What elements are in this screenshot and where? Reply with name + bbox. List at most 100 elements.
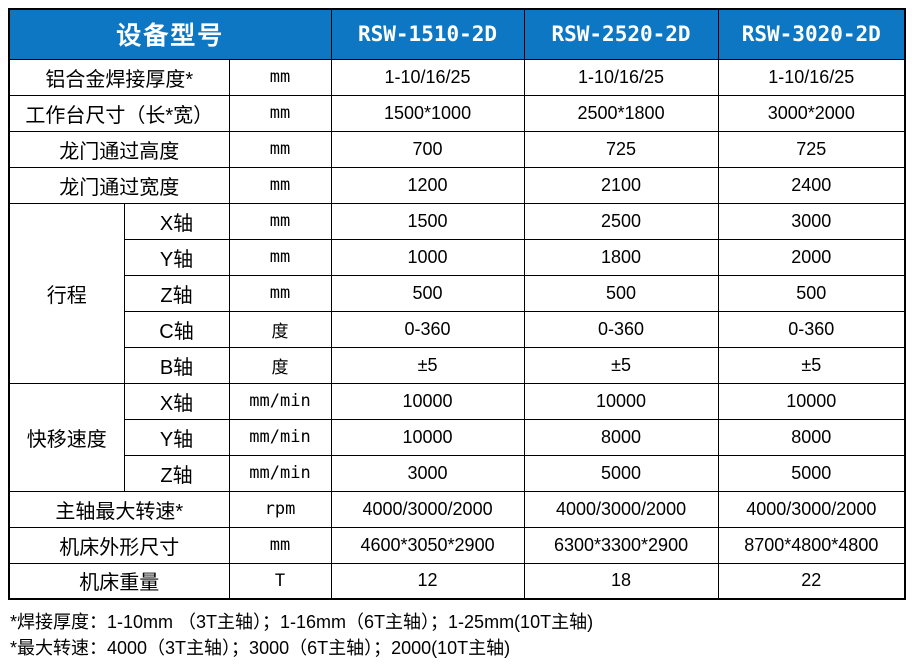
row-unit: mm/min xyxy=(228,418,332,456)
table-row-rapid-y: Y轴 mm/min 10000 8000 8000 xyxy=(9,418,906,456)
cell-value: 0-360 xyxy=(330,310,525,348)
cell-value: 2500*1800 xyxy=(523,94,719,132)
cell-value: 3000 xyxy=(717,202,906,240)
table-row-gantry-height: 龙门通过高度 mm 700 725 725 xyxy=(8,130,906,168)
table-row-machine-weight: 机床重量 T 12 18 22 xyxy=(8,562,906,600)
cell-value: 6300*3300*2900 xyxy=(523,526,719,564)
table-row-worktable-size: 工作台尺寸（长*宽） mm 1500*1000 2500*1800 3000*2… xyxy=(8,94,906,132)
cell-value: 1800 xyxy=(523,238,719,276)
cell-value: 5000 xyxy=(523,454,719,492)
cell-value: 10000 xyxy=(330,418,525,456)
cell-value: ±5 xyxy=(717,346,906,384)
cell-value: 1500 xyxy=(330,202,525,240)
table-row-machine-dimensions: 机床外形尺寸 mm 4600*3050*2900 6300*3300*2900 … xyxy=(8,526,906,564)
cell-value: 5000 xyxy=(717,454,906,492)
row-unit: mm xyxy=(228,166,332,204)
row-unit: mm xyxy=(228,274,332,312)
row-label: 龙门通过高度 xyxy=(8,130,230,168)
axis-label: C轴 xyxy=(123,310,230,348)
cell-value: 725 xyxy=(523,130,719,168)
cell-value: 8700*4800*4800 xyxy=(717,526,906,564)
row-unit: mm xyxy=(228,238,332,276)
cell-value: 725 xyxy=(717,130,906,168)
cell-value: ±5 xyxy=(523,346,719,384)
footnotes: *焊接厚度：1-10mm （3T主轴）；1-16mm（6T主轴）；1-25mm(… xyxy=(10,609,912,661)
cell-value: 500 xyxy=(717,274,906,312)
model-column-header-3: RSW-3020-2D xyxy=(717,8,906,60)
footnote-weld-thickness: *焊接厚度：1-10mm （3T主轴）；1-16mm（6T主轴）；1-25mm(… xyxy=(10,612,594,632)
spec-table: 设备型号 RSW-1510-2D RSW-2520-2D RSW-3020-2D… xyxy=(8,8,907,600)
cell-value: 1-10/16/25 xyxy=(523,58,719,96)
cell-value: 1-10/16/25 xyxy=(717,58,906,96)
footnote-max-speed: *最大转速：4000（3T主轴）；3000（6T主轴）；2000(10T主轴) xyxy=(10,638,511,658)
row-unit: 度 xyxy=(228,346,332,384)
cell-value: 0-360 xyxy=(523,310,719,348)
row-unit: mm xyxy=(228,94,332,132)
axis-label: Z轴 xyxy=(123,454,230,492)
table-row-travel-y: Y轴 mm 1000 1800 2000 xyxy=(9,238,906,276)
cell-value: 1200 xyxy=(330,166,525,204)
table-row-gantry-width: 龙门通过宽度 mm 1200 2100 2400 xyxy=(8,166,906,204)
cell-value: 500 xyxy=(330,274,525,312)
cell-value: 8000 xyxy=(717,418,906,456)
row-unit: mm xyxy=(228,526,332,564)
axis-label: X轴 xyxy=(123,382,230,420)
cell-value: ±5 xyxy=(330,346,525,384)
row-unit: mm xyxy=(228,58,332,96)
cell-value: 2500 xyxy=(523,202,719,240)
cell-value: 700 xyxy=(330,130,525,168)
cell-value: 10000 xyxy=(717,382,906,420)
axis-label: Y轴 xyxy=(123,238,230,276)
table-row-travel-z: Z轴 mm 500 500 500 xyxy=(9,274,906,312)
axis-label: B轴 xyxy=(123,346,230,384)
row-label: 主轴最大转速* xyxy=(8,490,230,528)
row-unit: mm/min xyxy=(228,382,332,420)
cell-value: 2100 xyxy=(523,166,719,204)
table-row-max-spindle-speed: 主轴最大转速* rpm 4000/3000/2000 4000/3000/200… xyxy=(8,490,906,528)
row-label: 铝合金焊接厚度* xyxy=(8,58,230,96)
cell-value: 1500*1000 xyxy=(330,94,525,132)
row-label: 工作台尺寸（长*宽） xyxy=(8,94,230,132)
cell-value: 4000/3000/2000 xyxy=(523,490,719,528)
cell-value: 2400 xyxy=(717,166,906,204)
table-row-rapid-z: Z轴 mm/min 3000 5000 5000 xyxy=(9,454,906,492)
cell-value: 18 xyxy=(523,562,719,600)
group-label-rapid-speed: 快移速度 xyxy=(8,382,125,492)
cell-value: 4600*3050*2900 xyxy=(330,526,525,564)
cell-value: 500 xyxy=(523,274,719,312)
row-unit: mm/min xyxy=(228,454,332,492)
axis-label: Z轴 xyxy=(123,274,230,312)
cell-value: 10000 xyxy=(523,382,719,420)
axis-label: X轴 xyxy=(123,202,230,240)
table-row-rapid-x: 快移速度 X轴 mm/min 10000 10000 10000 xyxy=(8,382,906,492)
table-row-weld-thickness: 铝合金焊接厚度* mm 1-10/16/25 1-10/16/25 1-10/1… xyxy=(8,58,906,96)
cell-value: 2000 xyxy=(717,238,906,276)
cell-value: 22 xyxy=(717,562,906,600)
group-label-travel: 行程 xyxy=(8,202,125,384)
row-unit: 度 xyxy=(228,310,332,348)
cell-value: 1000 xyxy=(330,238,525,276)
model-column-header-1: RSW-1510-2D xyxy=(330,8,525,60)
cell-value: 4000/3000/2000 xyxy=(330,490,525,528)
row-unit: mm xyxy=(228,202,332,240)
cell-value: 0-360 xyxy=(717,310,906,348)
header-row: 设备型号 RSW-1510-2D RSW-2520-2D RSW-3020-2D xyxy=(8,8,906,60)
row-label: 机床重量 xyxy=(8,562,230,600)
cell-value: 10000 xyxy=(330,382,525,420)
cell-value: 3000*2000 xyxy=(717,94,906,132)
table-row-travel-c: C轴 度 0-360 0-360 0-360 xyxy=(9,310,906,348)
cell-value: 1-10/16/25 xyxy=(330,58,525,96)
axis-label: Y轴 xyxy=(123,418,230,456)
row-label: 机床外形尺寸 xyxy=(8,526,230,564)
cell-value: 4000/3000/2000 xyxy=(717,490,906,528)
device-model-header: 设备型号 xyxy=(8,8,332,60)
row-label: 龙门通过宽度 xyxy=(8,166,230,204)
row-unit: rpm xyxy=(228,490,332,528)
model-column-header-2: RSW-2520-2D xyxy=(523,8,719,60)
cell-value: 12 xyxy=(330,562,525,600)
row-unit: T xyxy=(228,562,332,600)
cell-value: 3000 xyxy=(330,454,525,492)
row-unit: mm xyxy=(228,130,332,168)
table-row-travel-b: B轴 度 ±5 ±5 ±5 xyxy=(9,346,906,384)
